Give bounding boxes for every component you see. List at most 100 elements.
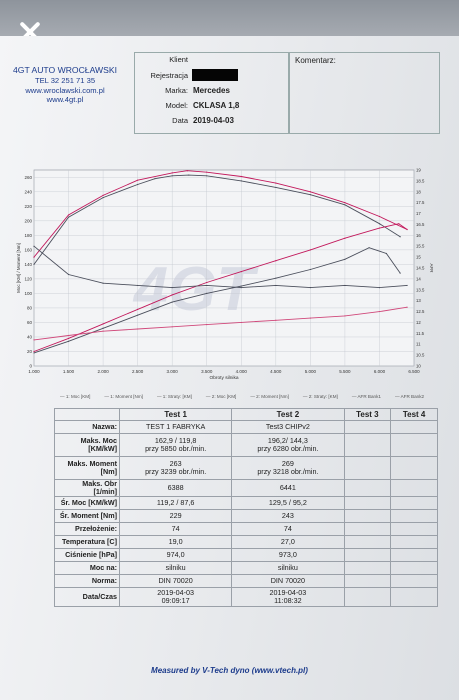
series-3-point <box>309 249 311 251</box>
series-2-point <box>206 175 208 177</box>
cell-test-3 <box>343 496 392 510</box>
series-5-point <box>378 310 381 313</box>
row-label: Przełożenie: <box>54 522 120 536</box>
company-web: www.4gt.pl <box>46 95 84 105</box>
cell-test-4 <box>390 509 438 523</box>
series-4-point <box>406 228 408 231</box>
y-right-tick-label: 14 <box>416 276 421 281</box>
series-line-2 <box>33 174 401 265</box>
y-left-tick-label: 60 <box>27 320 33 325</box>
legend-item: — 1: Straty: [KM] <box>156 394 192 399</box>
cell-test-2: 973,0 <box>231 548 345 562</box>
table-header-test-2: Test 2 <box>231 408 345 421</box>
table-row: Data/Czas 2019-04-03 09:09:17 2019-04-03 11:… <box>54 587 438 607</box>
y-left-tick-label: 120 <box>24 276 32 281</box>
cell-test-1: 74 <box>118 522 233 536</box>
cell-test-4 <box>390 420 438 434</box>
row-label: Maks. Moc [KM/kW] <box>54 433 120 457</box>
series-4-point <box>33 256 35 258</box>
marka-value: Mercedes <box>193 86 230 95</box>
table-row: Maks. Moment [Nm] 263 przy 3239 obr./min. 2… <box>54 456 438 480</box>
y-right-axis-label: AFR <box>429 264 434 274</box>
y-right-tick-label: 17 <box>416 211 421 216</box>
series-1-point <box>33 352 35 354</box>
x-tick-label: 1.000 <box>28 369 40 374</box>
series-6-point <box>344 284 346 287</box>
series-6-point <box>309 287 311 289</box>
series-1-point <box>309 268 311 271</box>
cell-test-3 <box>343 548 392 562</box>
cell-test-3 <box>343 420 392 434</box>
cell-test-4 <box>390 574 438 588</box>
x-tick-label: 5.000 <box>305 369 317 374</box>
row-label: Temperatura [C] <box>54 535 120 549</box>
series-6-point <box>67 273 70 276</box>
y-right-tick-label: 14.5 <box>416 266 425 271</box>
cell-test-2: Test3 CHIPv2 <box>231 420 345 434</box>
cell-test-4 <box>390 535 438 549</box>
row-label: Śr. Moment [Nm] <box>54 509 120 523</box>
cell-test-2: 196,2/ 144,3 przy 6280 obr./min. <box>231 433 345 457</box>
series-2-point <box>171 175 173 177</box>
cell-test-4 <box>390 479 438 497</box>
legend-item: — AFR Bank2 <box>394 394 425 399</box>
table-row: Przełożenie: 74 74 <box>54 522 438 536</box>
cell-test-2: 27,0 <box>231 535 345 549</box>
data-value: 2019-04-03 <box>193 116 234 125</box>
series-5-point <box>137 328 139 330</box>
series-6-point <box>102 282 104 284</box>
table-row: Maks. Obr [1/min] 6388 6441 <box>54 479 438 497</box>
row-label: Śr. Moc [KM/kW] <box>54 496 120 510</box>
y-left-tick-label: 200 <box>24 218 32 223</box>
cell-test-1: 19,0 <box>118 535 233 549</box>
cell-test-3 <box>343 535 392 549</box>
cell-test-1: 229 <box>118 509 233 523</box>
series-line-5 <box>33 306 408 341</box>
y-left-tick-label: 40 <box>27 334 33 339</box>
series-1-point <box>67 340 70 342</box>
legend-item: — 1: Moc [KM] <box>60 394 91 399</box>
series-5-point <box>406 306 408 308</box>
series-3-point <box>398 223 400 225</box>
series-1-point <box>344 258 346 260</box>
table-row: Śr. Moment [Nm] 229 243 <box>54 509 438 523</box>
y-right-tick-label: 12 <box>416 320 421 325</box>
cell-test-2: silniku <box>231 561 345 575</box>
model-label: Model: <box>165 101 188 110</box>
table-row: Norma: DIN 70020 DIN 70020 <box>54 574 438 588</box>
y-left-tick-label: 260 <box>24 175 32 180</box>
series-4-point <box>206 171 208 173</box>
y-right-tick-label: 16 <box>416 233 421 238</box>
cell-test-3 <box>343 522 392 536</box>
x-tick-label: 3.000 <box>167 369 179 374</box>
x-tick-label: 2.500 <box>132 369 144 374</box>
cell-test-2: 269 przy 3218 obr./min. <box>231 456 345 480</box>
cell-test-1: 263 przy 3239 obr./min. <box>118 456 233 480</box>
y-left-tick-label: 160 <box>24 247 32 252</box>
plot-area <box>33 169 415 367</box>
cell-test-3 <box>343 561 392 575</box>
y-right-tick-label: 11.5 <box>416 331 425 336</box>
series-3-point <box>206 281 208 284</box>
cell-test-4 <box>390 548 438 562</box>
cell-test-3 <box>343 574 392 588</box>
table-header-test-4: Test 4 <box>390 408 438 421</box>
cell-test-1: silniku <box>118 561 233 575</box>
series-2-point <box>240 180 242 182</box>
series-2-point <box>154 178 156 180</box>
cell-test-3 <box>343 456 392 480</box>
y-left-tick-label: 0 <box>29 364 32 369</box>
table-row: Moc na: silniku silniku <box>54 561 438 575</box>
series-6-point <box>33 245 35 247</box>
cell-test-2: 243 <box>231 509 345 523</box>
cell-test-2: 6441 <box>231 479 345 497</box>
legend-item: — 1: Moment [Nm] <box>104 394 143 399</box>
series-1-point <box>206 292 208 295</box>
series-5-point <box>102 330 104 332</box>
table-header-test-1: Test 1 <box>118 408 233 421</box>
series-2-point <box>67 216 70 218</box>
cell-test-2: 129,5 / 95,2 <box>231 496 345 510</box>
series-5-point <box>171 326 173 328</box>
redacted-plate <box>192 69 238 81</box>
cell-test-1: 6388 <box>118 479 233 497</box>
